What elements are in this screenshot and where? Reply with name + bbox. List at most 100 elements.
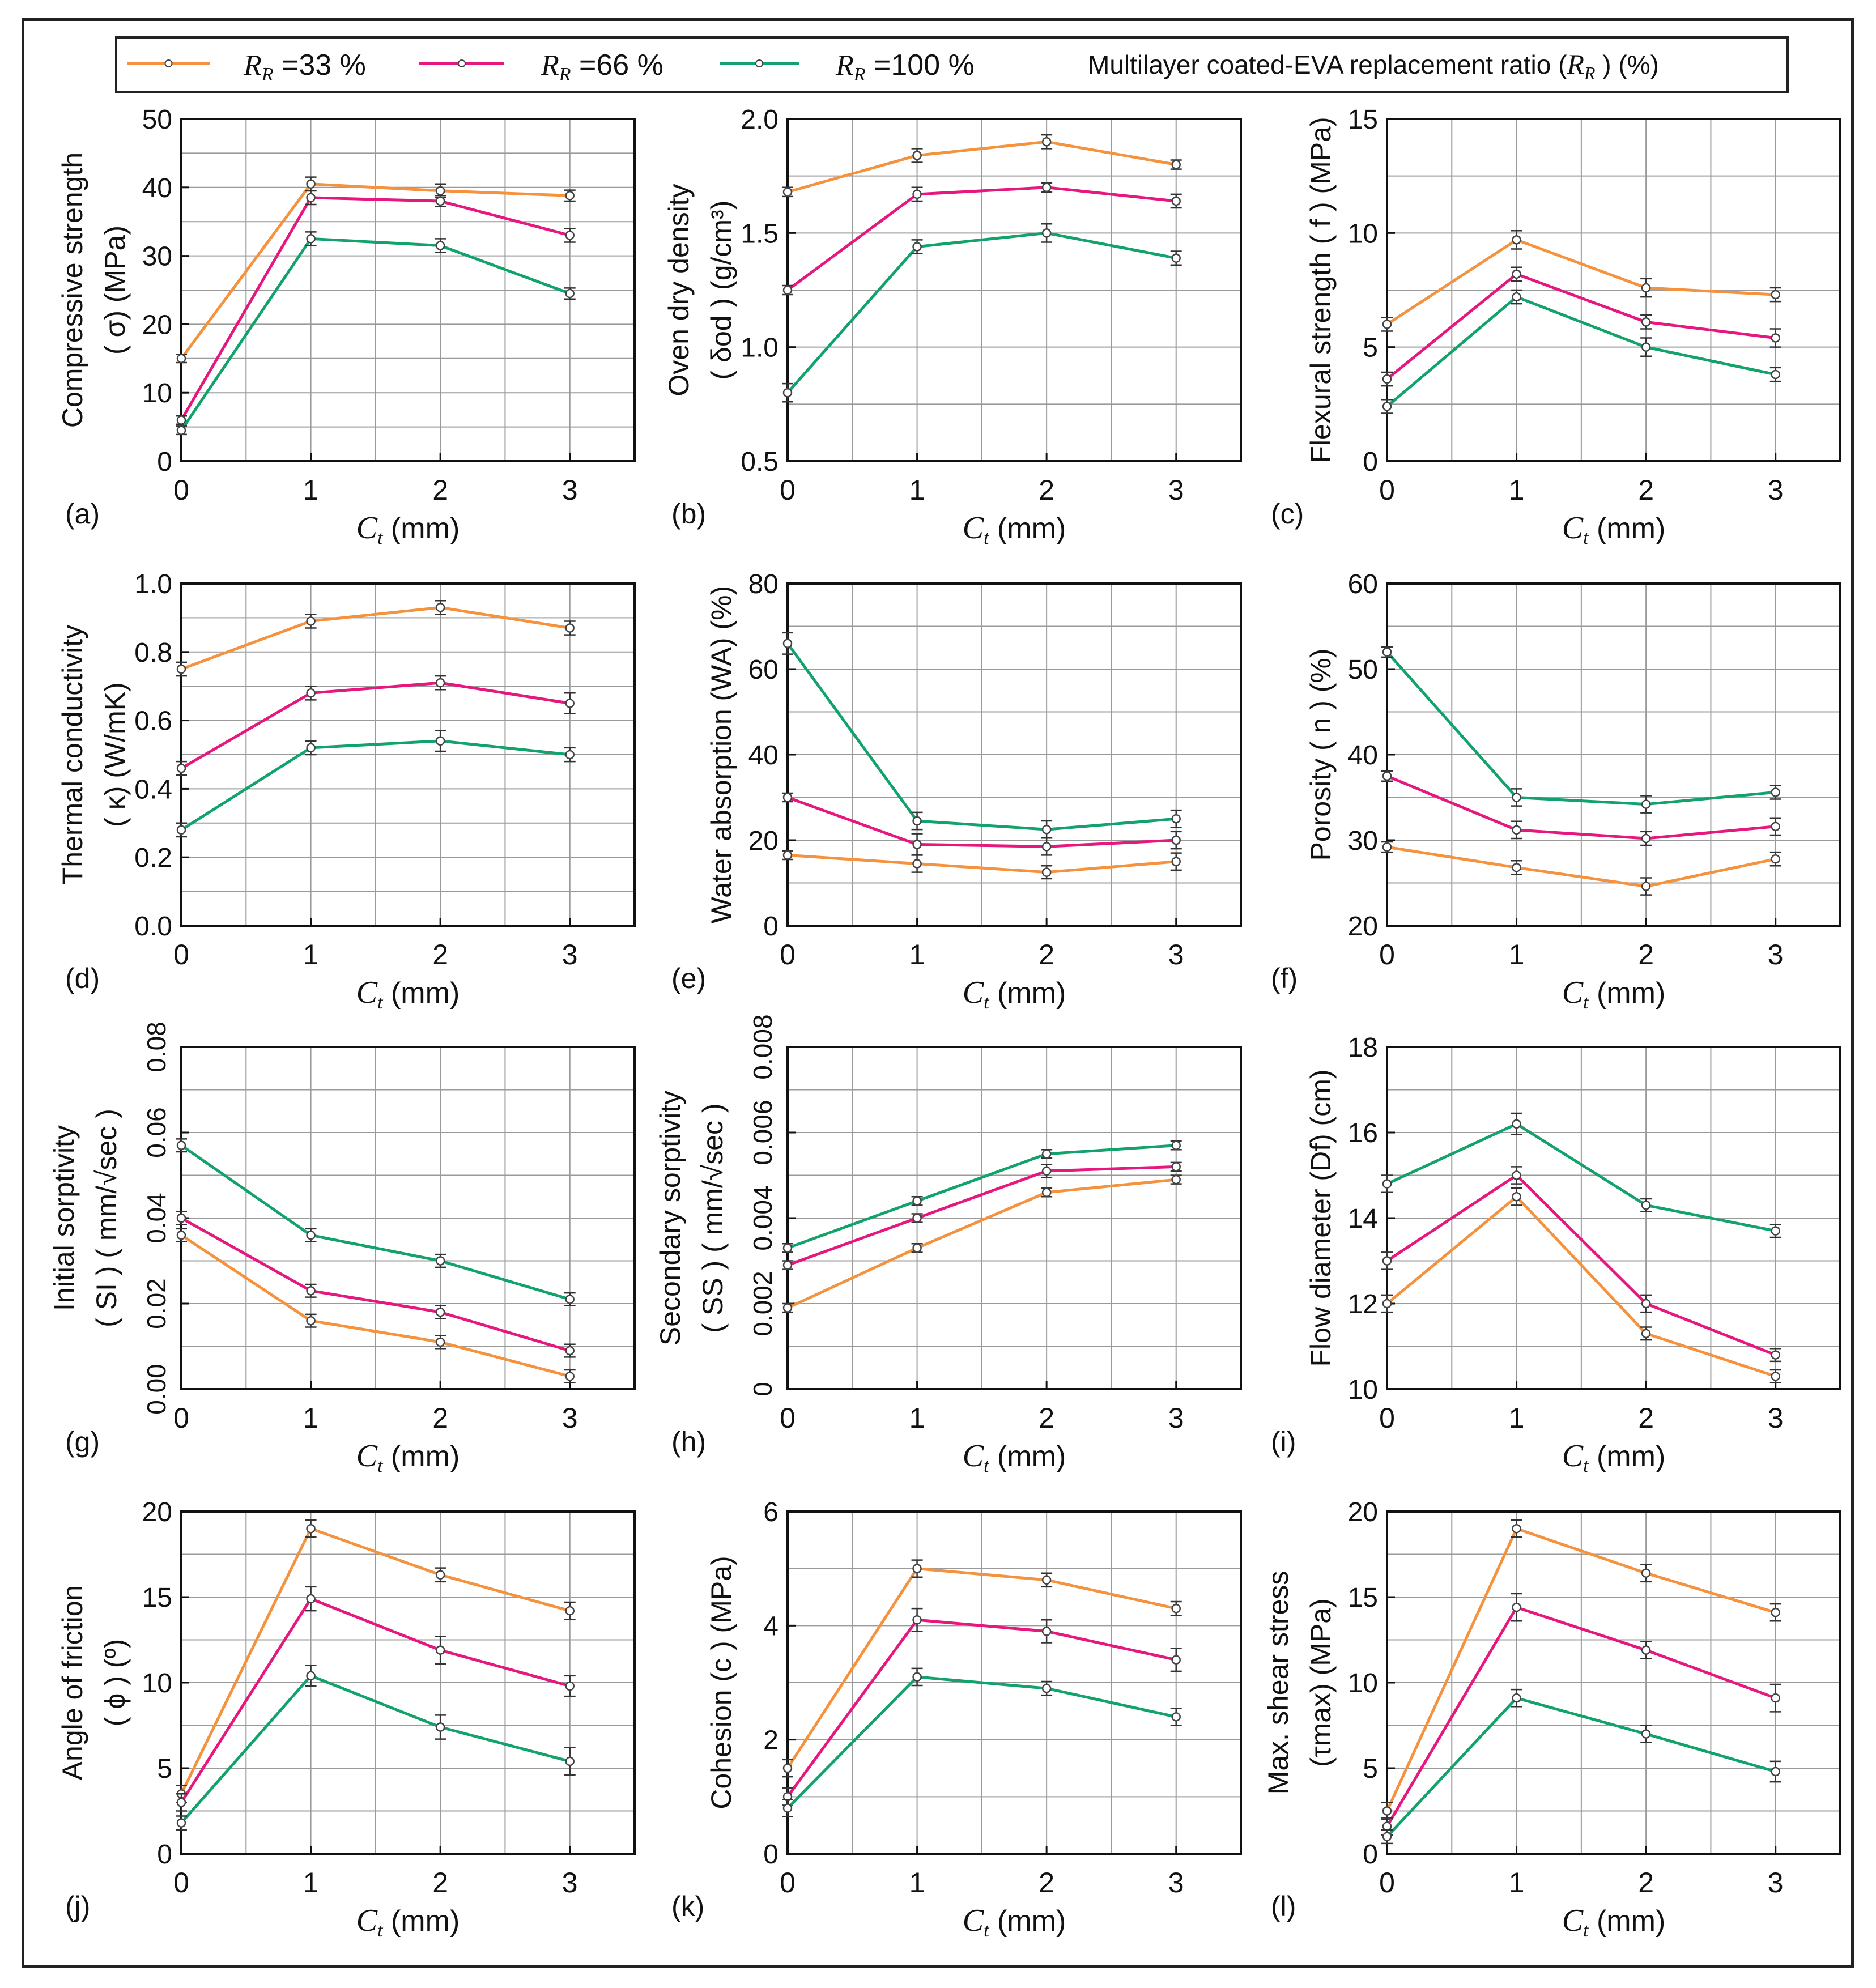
data-point	[176, 1213, 186, 1223]
y-tick-label: 0.004	[748, 1185, 777, 1250]
series-2	[176, 730, 576, 838]
data-point	[912, 1615, 922, 1625]
data-point	[1512, 825, 1521, 835]
y-tick-label: 14	[1348, 1204, 1378, 1234]
data-point	[912, 151, 922, 160]
data-point	[912, 859, 922, 869]
data-point	[306, 179, 316, 189]
series-2	[782, 1667, 1182, 1817]
y-tick-label: 18	[1348, 1033, 1378, 1063]
data-point	[306, 1523, 316, 1534]
series-1	[1381, 770, 1781, 846]
data-point	[1641, 1729, 1651, 1739]
data-point	[1171, 1655, 1181, 1665]
data-point	[176, 1140, 186, 1150]
y-tick-label: 30	[142, 242, 172, 272]
x-label-unit: (mm)	[989, 512, 1066, 545]
data-point	[912, 1564, 922, 1573]
y-axis-label-line2: ( SI ) ( mm/√sec )	[91, 1109, 122, 1327]
series-line	[1386, 238, 1776, 326]
data-point	[1512, 793, 1521, 802]
data-point	[565, 699, 575, 708]
series-0	[782, 1559, 1182, 1778]
series-line	[787, 1144, 1176, 1250]
panel-label: (b)	[671, 498, 706, 530]
chart-panel-b: 0 1 2 3 0.5 1.0 1.5 2.0 Ct (mm) Oven dry density (…	[663, 105, 1242, 548]
series-0	[176, 176, 576, 364]
series-0	[1381, 841, 1781, 896]
legend: RR =33 % RR =66 % RR =100 % Multilayer coat…	[115, 36, 1789, 93]
series-2	[782, 632, 1182, 839]
data-point	[1641, 1645, 1651, 1655]
data-point	[782, 1303, 793, 1313]
data-point	[1771, 290, 1780, 300]
series-line	[180, 182, 570, 360]
y-tick-label: 0	[748, 1382, 777, 1397]
plot-area-frame	[180, 118, 636, 462]
data-point	[1041, 1166, 1052, 1176]
legend-value: =66 %	[571, 49, 663, 82]
data-point	[565, 231, 575, 240]
data-point	[1041, 824, 1052, 835]
x-axis-label: Ct (mm)	[356, 510, 460, 548]
x-tick-label: 0	[173, 474, 189, 506]
y-tick-label: 20	[1348, 1497, 1378, 1527]
y-axis-label-line2: ( δod ) (g/cm³)	[705, 201, 737, 380]
x-tick-label: 1	[909, 1402, 925, 1434]
data-point	[1171, 1162, 1181, 1172]
data-point	[1641, 1329, 1651, 1339]
series-2	[782, 1140, 1182, 1253]
series-2	[1381, 289, 1781, 414]
x-tick-label: 1	[909, 474, 925, 506]
data-point	[435, 1570, 445, 1580]
series-line	[786, 1567, 1177, 1769]
series-line	[1386, 272, 1776, 380]
data-point	[306, 1316, 316, 1326]
data-point	[1641, 882, 1651, 891]
data-point	[306, 1230, 316, 1240]
x-tick-label: 1	[1509, 474, 1525, 506]
y-axis-label-line1: Angle of friction	[57, 1585, 88, 1781]
data-point	[1771, 821, 1780, 832]
x-tick-label: 0	[1379, 1867, 1395, 1898]
data-point	[1771, 1693, 1780, 1703]
series-line	[1385, 1527, 1776, 1812]
x-axis-label: Ct (mm)	[963, 1903, 1066, 1941]
data-point	[565, 191, 575, 201]
y-tick-label: 1.0	[134, 569, 172, 599]
legend-symbol: R	[835, 49, 854, 82]
series-2	[176, 231, 576, 436]
data-point	[1382, 1832, 1392, 1842]
y-tick-label: 12	[1348, 1289, 1378, 1319]
legend-title-sub: R	[1584, 63, 1596, 83]
series-1	[176, 1211, 576, 1358]
data-point	[1382, 402, 1392, 411]
x-tick-label: 3	[562, 939, 578, 970]
x-label-symbol: C	[963, 1438, 984, 1474]
data-point	[565, 623, 575, 633]
x-label-symbol: C	[356, 510, 378, 546]
x-label-symbol: C	[1562, 510, 1584, 546]
data-point	[1171, 835, 1181, 845]
series-line	[180, 237, 571, 431]
x-tick-label: 2	[432, 1402, 448, 1434]
x-label-sub: t	[1583, 527, 1589, 548]
data-point	[1382, 374, 1392, 384]
y-tick-label: 15	[1348, 1583, 1378, 1613]
x-label-symbol: C	[963, 1903, 984, 1938]
series-1	[176, 190, 576, 425]
series-line	[786, 1178, 1176, 1309]
y-tick-label: 4	[763, 1611, 779, 1641]
data-point	[565, 750, 575, 760]
series-0	[782, 850, 1182, 880]
data-point	[1771, 1350, 1780, 1360]
series-line	[180, 739, 570, 832]
series-0	[1381, 1519, 1781, 1820]
data-point	[912, 840, 922, 849]
x-tick-label: 2	[1039, 939, 1054, 970]
panel-label: (e)	[671, 963, 706, 994]
series-2	[1381, 1112, 1781, 1238]
data-point	[912, 1213, 922, 1223]
plot-area-frame	[786, 1510, 1242, 1855]
series-line	[787, 796, 1176, 848]
